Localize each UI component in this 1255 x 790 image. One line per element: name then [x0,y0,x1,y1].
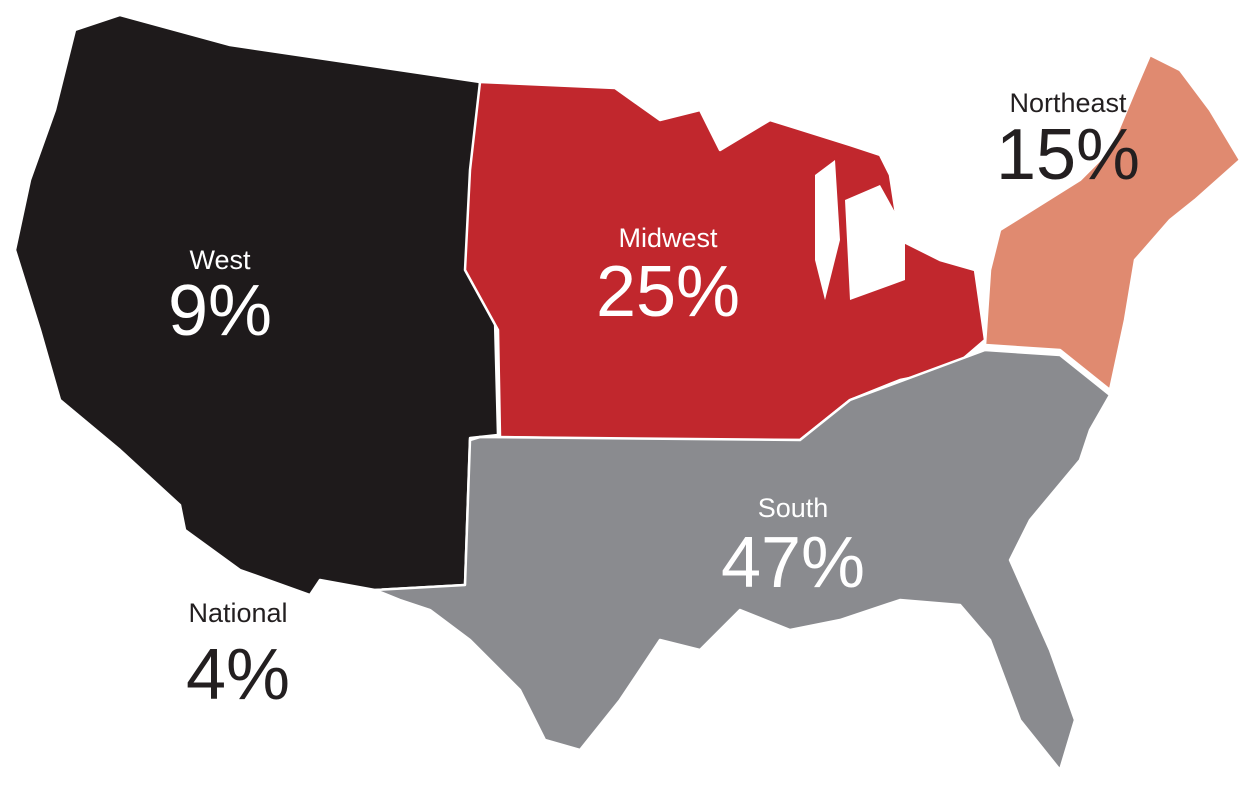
region-name: West [189,245,251,275]
region-name: Midwest [618,223,718,253]
northeast-region [983,53,1242,392]
region-name: South [758,493,829,523]
region-share: 25% [596,252,740,332]
region-share: 9% [168,271,272,351]
great-lakes [815,160,905,300]
region-share: 4% [186,635,290,715]
south-region [373,348,1112,772]
region-name: Northeast [1009,88,1127,118]
region-share: 47% [721,523,865,603]
region-share: 15% [996,115,1140,195]
region-name: National [188,598,287,628]
